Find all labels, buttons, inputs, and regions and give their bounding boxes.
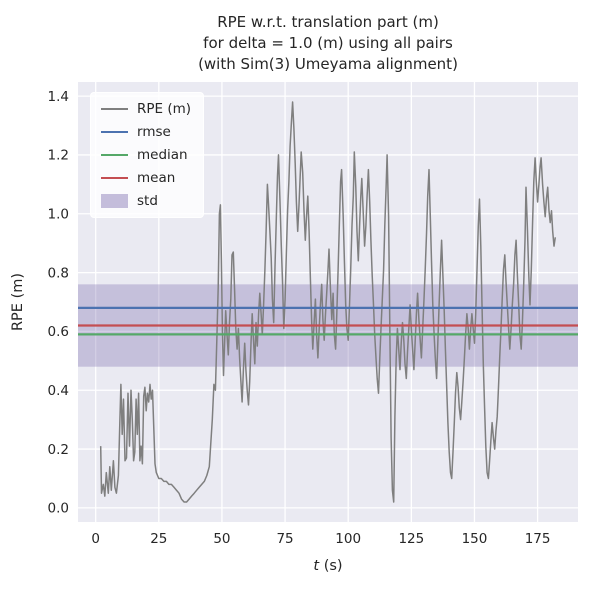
y-tick-label: 1.2: [48, 148, 69, 164]
x-tick-label: 100: [335, 531, 361, 547]
legend-item-rpe-m: RPE (m): [101, 101, 191, 117]
x-tick-label: 50: [213, 531, 230, 547]
legend-item-std: std: [101, 193, 191, 209]
chart-title: RPE w.r.t. translation part (m) for delt…: [198, 13, 458, 73]
x-tick-label: 125: [398, 531, 424, 547]
legend-item-mean: mean: [101, 170, 191, 186]
x-tick-label: 0: [91, 531, 100, 547]
y-axis-label: RPE (m): [10, 273, 26, 331]
y-tick-label: 0.2: [48, 442, 69, 458]
y-tick-label: 0.4: [48, 383, 69, 399]
rmse-line-swatch: [101, 131, 128, 133]
rpe-line: [99, 101, 557, 503]
std-band-swatch: [101, 194, 128, 208]
legend-item-rmse: rmse: [101, 124, 191, 140]
mean-line-swatch: [101, 177, 128, 179]
y-tick-label: 1.0: [48, 206, 69, 222]
x-tick-label: 25: [150, 531, 167, 547]
x-axis-label: t (s): [313, 558, 342, 574]
legend-label: rmse: [137, 124, 171, 140]
legend-label: mean: [137, 170, 176, 186]
chart-legend: RPE (m) rmse median mean std: [90, 92, 205, 218]
x-tick-label: 175: [525, 531, 551, 547]
y-tick-label: 0.0: [48, 501, 69, 517]
y-tick-label: 0.6: [48, 324, 69, 340]
legend-label: median: [137, 147, 188, 163]
x-tick-label: 75: [276, 531, 293, 547]
rpe-m-line-swatch: [101, 108, 128, 110]
legend-label: RPE (m): [137, 101, 192, 117]
y-tick-label: 1.4: [48, 89, 69, 105]
legend-label: std: [137, 193, 158, 209]
legend-item-median: median: [101, 147, 191, 163]
median-line-swatch: [101, 154, 128, 156]
x-tick-label: 150: [462, 531, 488, 547]
y-tick-label: 0.8: [48, 265, 69, 281]
